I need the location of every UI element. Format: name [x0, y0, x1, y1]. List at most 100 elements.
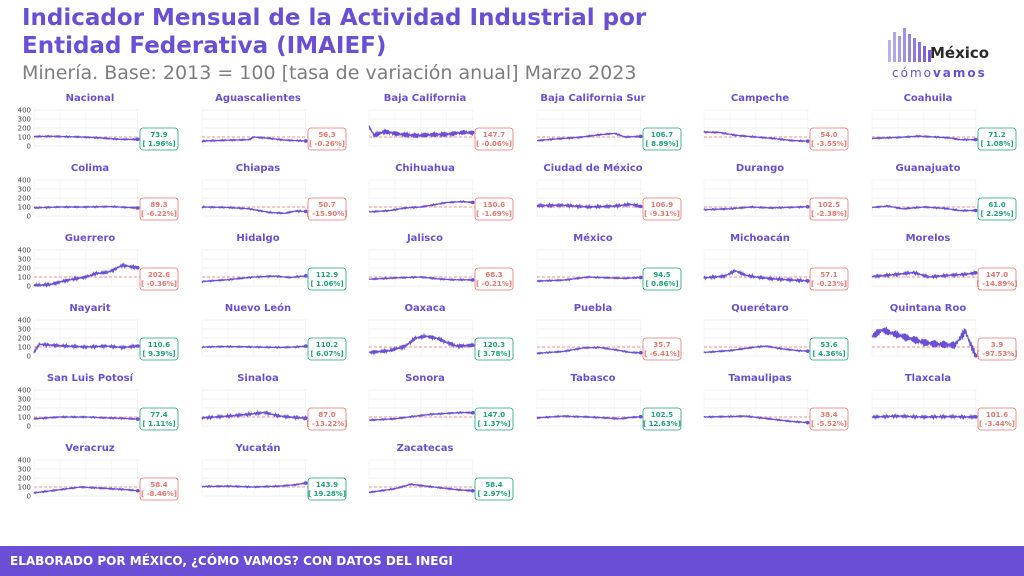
series-line: [536, 414, 642, 421]
change-label: [ 12.63%]: [643, 420, 681, 428]
logo-bar: [898, 36, 901, 62]
last-point: [303, 139, 308, 143]
last-point: [135, 417, 140, 421]
y-tick-label: 0: [27, 493, 31, 501]
value-label: 35.7: [653, 341, 670, 349]
series-line: [33, 204, 139, 210]
series-line: [703, 205, 809, 212]
y-tick-label: 200: [18, 125, 31, 133]
panel-title: Baja California: [384, 93, 466, 104]
y-tick-label: 400: [18, 387, 31, 395]
value-badge: [977, 127, 1017, 151]
panel-title: Nuevo León: [225, 302, 291, 314]
y-tick-label: 400: [18, 457, 31, 465]
series-line: [368, 199, 474, 214]
panel-title: Sinaloa: [237, 373, 279, 384]
logo-bar: [928, 50, 931, 62]
value-label: 202.6: [148, 271, 170, 279]
panel-title: Campeche: [731, 93, 789, 104]
panel-title: Querétaro: [731, 302, 789, 314]
value-badge: [307, 197, 347, 221]
value-label: 120.3: [483, 341, 505, 349]
last-point: [135, 488, 140, 493]
value-label: 57.1: [820, 271, 837, 279]
logo-bar: [888, 40, 891, 62]
y-tick-label: 400: [18, 247, 31, 255]
value-label: 110.6: [148, 341, 170, 349]
page-subtitle: Minería. Base: 2013 = 100 [tasa de varia…: [22, 62, 637, 84]
panel-title: Morelos: [906, 233, 951, 244]
last-point: [638, 204, 643, 209]
last-point: [805, 349, 810, 353]
change-label: [ 3.78%]: [477, 350, 510, 358]
last-point: [638, 350, 643, 355]
panel-title: Jalisco: [406, 233, 443, 244]
change-label: [ -15.90%]: [307, 210, 348, 218]
value-label: 143.9: [316, 481, 338, 489]
series-line: [536, 132, 642, 143]
series-line: [368, 410, 474, 422]
change-label: [ -13.22%]: [307, 420, 348, 428]
change-label: [ -0.26%]: [309, 140, 345, 148]
series-line: [536, 275, 642, 283]
value-badge: [642, 337, 682, 361]
change-label: [ 1.96%]: [142, 140, 175, 148]
panel-title: México: [573, 232, 613, 244]
value-label: 58.4: [485, 481, 502, 489]
series-line: [871, 269, 977, 280]
value-badge: [809, 197, 849, 221]
series-line: [201, 205, 307, 215]
last-point: [470, 343, 475, 348]
logo-bar: [903, 28, 906, 62]
y-tick-label: 300: [18, 186, 31, 194]
series-line: [33, 485, 139, 495]
value-badge: [809, 337, 849, 361]
logo-wordmark: México: [930, 44, 990, 62]
y-tick-label: 200: [18, 405, 31, 413]
value-badge: [474, 337, 514, 361]
panel-title: Aguascalientes: [215, 93, 301, 104]
last-point: [135, 206, 140, 210]
value-badge: [307, 337, 347, 361]
panel-title: Ciudad de México: [543, 162, 642, 174]
y-tick-label: 100: [18, 484, 31, 492]
last-point: [470, 488, 475, 493]
panel-title: Zacatecas: [397, 443, 454, 454]
panel-title: Guanajuato: [896, 163, 961, 174]
value-label: 61.0: [988, 201, 1005, 209]
series-line: [536, 201, 642, 210]
value-badge: [139, 337, 179, 361]
value-label: 73.9: [150, 131, 167, 139]
panel-title: Chihuahua: [395, 163, 455, 174]
value-badge: [642, 407, 682, 431]
last-point: [303, 344, 308, 348]
last-point: [303, 274, 308, 278]
last-point: [805, 420, 810, 425]
y-tick-label: 100: [18, 344, 31, 352]
change-label: [ -1.69%]: [476, 210, 512, 218]
series-line: [201, 274, 307, 284]
y-tick-label: 300: [18, 466, 31, 474]
change-label: [ 4.36%]: [812, 350, 845, 358]
last-point: [973, 415, 978, 419]
panel-title: Nayarit: [69, 303, 110, 314]
value-badge: [642, 267, 682, 291]
change-label: [ 1.08%]: [980, 140, 1013, 148]
series-line: [536, 345, 642, 356]
series-line: [871, 204, 977, 213]
series-line: [368, 275, 474, 282]
change-label: [ -0.36%]: [141, 280, 177, 288]
series-line: [368, 332, 474, 356]
change-label: [ -3.44%]: [979, 420, 1015, 428]
logo-bar: [918, 42, 921, 62]
value-badge: [474, 127, 514, 151]
value-badge: [307, 127, 347, 151]
y-tick-label: 100: [18, 274, 31, 282]
value-label: 3.9: [991, 341, 1004, 349]
panel-title: Oaxaca: [404, 303, 445, 314]
change-label: [ 6.07%]: [310, 350, 343, 358]
value-badge: [977, 267, 1017, 291]
y-tick-label: 100: [18, 414, 31, 422]
value-label: 54.0: [820, 131, 837, 139]
